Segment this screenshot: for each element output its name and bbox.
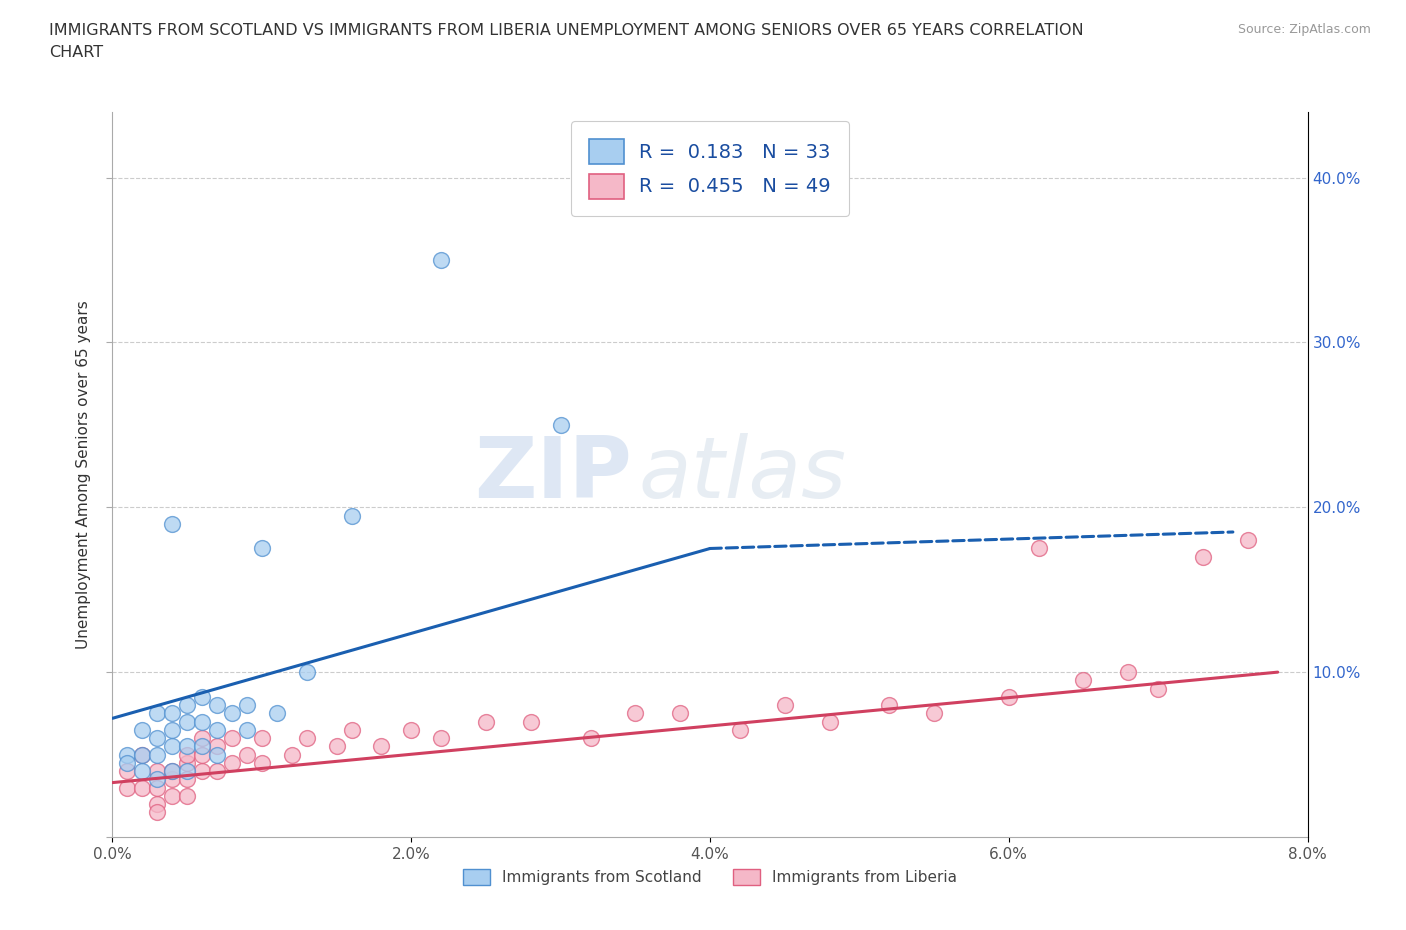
Point bbox=[146, 804, 169, 819]
Point bbox=[176, 755, 198, 770]
Point bbox=[146, 706, 169, 721]
Point bbox=[131, 780, 153, 795]
Point bbox=[176, 698, 198, 712]
Point bbox=[550, 418, 572, 432]
Point bbox=[1237, 533, 1260, 548]
Point bbox=[1028, 541, 1050, 556]
Point bbox=[117, 780, 139, 795]
Point bbox=[162, 723, 183, 737]
Point bbox=[370, 738, 392, 753]
Point bbox=[236, 747, 259, 762]
Point bbox=[1118, 665, 1140, 680]
Point bbox=[131, 747, 153, 762]
Text: atlas: atlas bbox=[638, 432, 846, 516]
Point bbox=[191, 714, 214, 729]
Point bbox=[162, 764, 183, 778]
Point bbox=[205, 764, 228, 778]
Point bbox=[340, 723, 363, 737]
Point bbox=[146, 797, 169, 812]
Point bbox=[162, 516, 183, 531]
Point bbox=[922, 706, 945, 721]
Point bbox=[221, 706, 243, 721]
Point bbox=[176, 738, 198, 753]
Point bbox=[728, 723, 751, 737]
Point bbox=[295, 731, 318, 746]
Point bbox=[250, 731, 273, 746]
Point bbox=[266, 706, 288, 721]
Point bbox=[669, 706, 692, 721]
Point bbox=[162, 706, 183, 721]
Point bbox=[117, 764, 139, 778]
Point bbox=[877, 698, 901, 712]
Point bbox=[818, 714, 841, 729]
Point bbox=[117, 755, 139, 770]
Point bbox=[205, 747, 228, 762]
Point bbox=[117, 747, 139, 762]
Point bbox=[146, 764, 169, 778]
Text: CHART: CHART bbox=[49, 45, 103, 60]
Point bbox=[1073, 673, 1095, 688]
Point bbox=[191, 689, 214, 704]
Point bbox=[221, 731, 243, 746]
Point bbox=[146, 780, 169, 795]
Point bbox=[998, 689, 1021, 704]
Point bbox=[146, 731, 169, 746]
Legend: Immigrants from Scotland, Immigrants from Liberia: Immigrants from Scotland, Immigrants fro… bbox=[457, 863, 963, 891]
Point bbox=[176, 714, 198, 729]
Point bbox=[176, 747, 198, 762]
Point bbox=[162, 738, 183, 753]
Point bbox=[281, 747, 304, 762]
Point bbox=[250, 755, 273, 770]
Point bbox=[773, 698, 796, 712]
Point bbox=[236, 723, 259, 737]
Point bbox=[340, 508, 363, 523]
Point bbox=[221, 755, 243, 770]
Point bbox=[131, 747, 153, 762]
Point bbox=[162, 789, 183, 804]
Point bbox=[146, 772, 169, 787]
Point bbox=[579, 731, 602, 746]
Point bbox=[1192, 550, 1215, 565]
Point bbox=[131, 723, 153, 737]
Point bbox=[176, 764, 198, 778]
Point bbox=[191, 764, 214, 778]
Point bbox=[191, 738, 214, 753]
Point bbox=[191, 747, 214, 762]
Point bbox=[131, 764, 153, 778]
Point bbox=[520, 714, 543, 729]
Point bbox=[475, 714, 498, 729]
Point bbox=[430, 731, 453, 746]
Text: IMMIGRANTS FROM SCOTLAND VS IMMIGRANTS FROM LIBERIA UNEMPLOYMENT AMONG SENIORS O: IMMIGRANTS FROM SCOTLAND VS IMMIGRANTS F… bbox=[49, 23, 1084, 38]
Point bbox=[176, 772, 198, 787]
Text: Source: ZipAtlas.com: Source: ZipAtlas.com bbox=[1237, 23, 1371, 36]
Text: ZIP: ZIP bbox=[475, 432, 633, 516]
Point bbox=[162, 772, 183, 787]
Point bbox=[205, 698, 228, 712]
Point bbox=[1147, 681, 1170, 696]
Point bbox=[205, 723, 228, 737]
Point bbox=[430, 253, 453, 268]
Point bbox=[162, 764, 183, 778]
Point bbox=[250, 541, 273, 556]
Point bbox=[325, 738, 347, 753]
Point bbox=[401, 723, 423, 737]
Point bbox=[191, 731, 214, 746]
Point bbox=[176, 789, 198, 804]
Point bbox=[146, 747, 169, 762]
Point bbox=[236, 698, 259, 712]
Point bbox=[205, 738, 228, 753]
Point bbox=[295, 665, 318, 680]
Point bbox=[624, 706, 647, 721]
Y-axis label: Unemployment Among Seniors over 65 years: Unemployment Among Seniors over 65 years bbox=[76, 300, 91, 649]
